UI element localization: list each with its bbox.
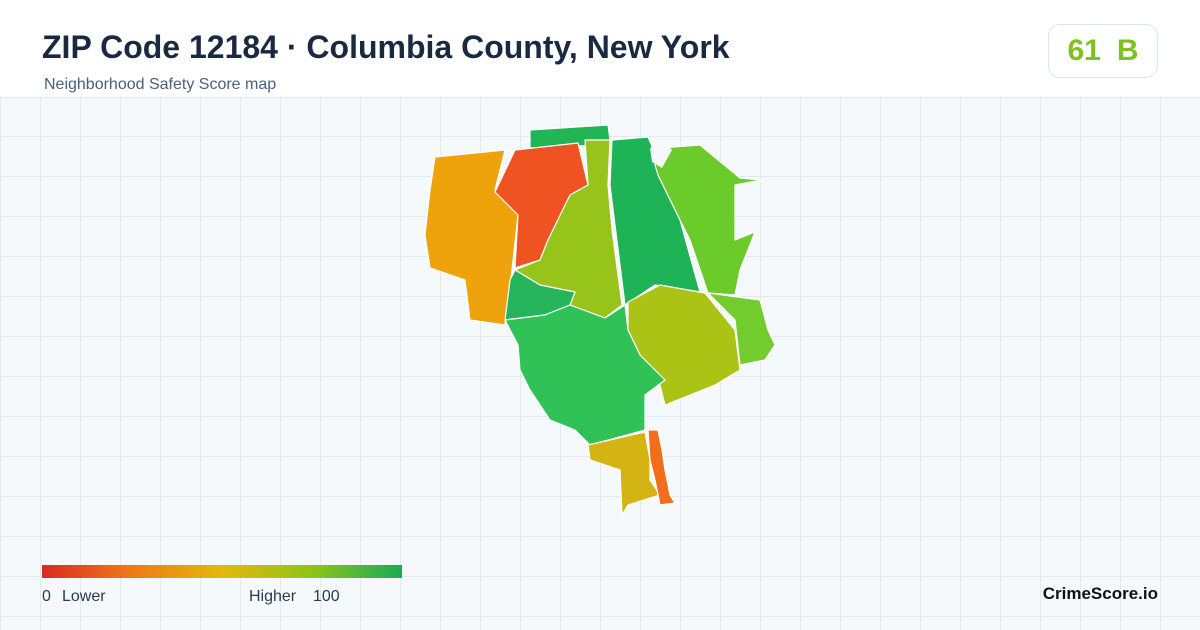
legend-gradient xyxy=(42,565,402,578)
legend-max: 100 xyxy=(313,588,340,605)
lake xyxy=(650,142,672,168)
brand: CrimeScore.io xyxy=(1042,584,1158,603)
subtitle: Neighborhood Safety Score map xyxy=(44,76,277,93)
region xyxy=(504,304,666,446)
region xyxy=(647,429,676,506)
score-grade: B xyxy=(1116,34,1139,67)
region xyxy=(654,144,763,296)
legend-min-label: Lower xyxy=(62,588,106,605)
header xyxy=(0,0,1200,98)
region xyxy=(707,292,776,366)
score-value: 61 xyxy=(1067,34,1101,67)
region xyxy=(424,149,519,326)
legend-max-label: Higher xyxy=(249,588,297,605)
legend-min: 0 xyxy=(42,588,51,605)
score-badge: 61 B xyxy=(1048,24,1158,78)
title: ZIP Code 12184 · Columbia County, New Yo… xyxy=(42,29,730,65)
region xyxy=(587,431,661,516)
